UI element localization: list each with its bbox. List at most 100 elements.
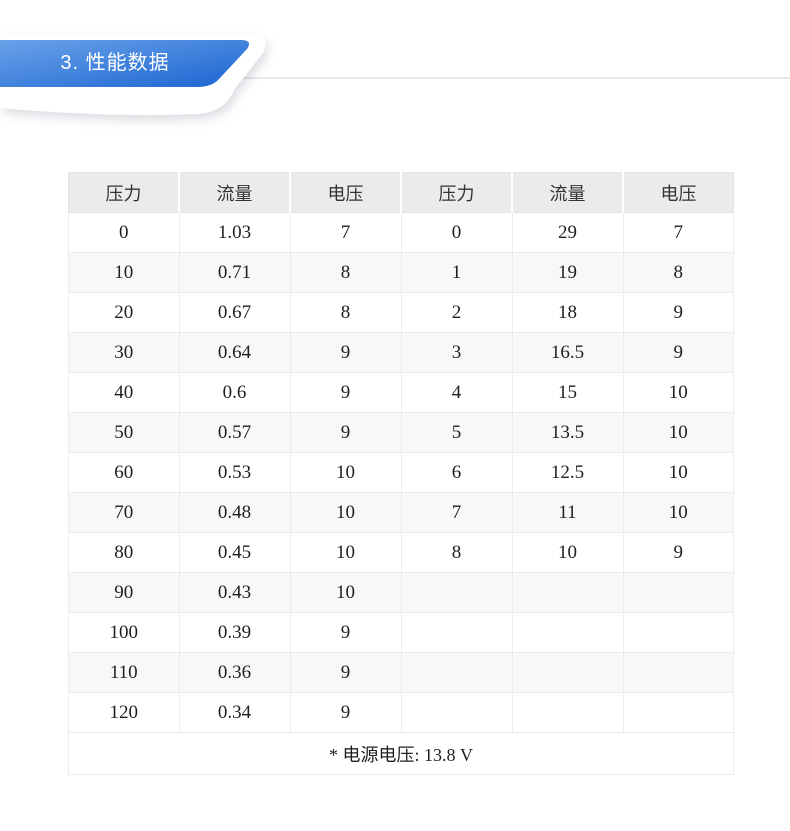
table-cell: 80 [68,532,180,573]
table-cell: 30 [68,332,180,373]
table-cell: 0 [68,212,180,253]
table-cell: 40 [68,372,180,413]
table-cell: 0.45 [178,532,291,573]
table-row: 0 1.03 7 0 29 7 [68,212,734,253]
table-cell: 10 [511,532,624,573]
table-cell [400,612,513,653]
banner-blue-ribbon [0,40,249,87]
table-footnote: * 电源电压: 13.8 V [68,732,734,775]
table-cell [622,572,734,613]
table-cell: 0.71 [178,252,291,293]
section-title: 3. 性能数据 [60,52,170,74]
table-cell: 9 [622,532,734,573]
table-row: 10 0.71 8 1 19 8 [68,252,734,293]
table-cell: 9 [289,692,402,733]
table-row: 110 0.36 9 [68,652,734,693]
table-cell: 12.5 [511,452,624,493]
table-cell [622,692,734,733]
table-cell: 0.57 [178,412,291,453]
table-cell: 11 [511,492,624,533]
table-cell: 16.5 [511,332,624,373]
table-cell: 7 [400,492,513,533]
table-cell: 70 [68,492,180,533]
table-cell: 0.64 [178,332,291,373]
col-header-flow-2: 流量 [511,172,624,213]
col-header-pressure-2: 压力 [400,172,513,213]
table-cell: 10 [289,452,402,493]
table-cell [511,572,624,613]
table-cell: 9 [622,292,734,333]
table-cell: 9 [289,612,402,653]
table-row: 40 0.6 9 4 15 10 [68,372,734,413]
table-cell: 15 [511,372,624,413]
table-cell: 10 [289,492,402,533]
table-cell: 1 [400,252,513,293]
table-cell [400,572,513,613]
table-cell: 120 [68,692,180,733]
table-cell [622,652,734,693]
table-row: 120 0.34 9 [68,692,734,733]
table-cell: 9 [289,652,402,693]
table-row: 70 0.48 10 7 11 10 [68,492,734,533]
table-footnote-row: * 电源电压: 13.8 V [68,732,734,775]
table-cell: 10 [622,452,734,493]
table-row: 100 0.39 9 [68,612,734,653]
col-header-voltage-1: 电压 [289,172,402,213]
col-header-flow-1: 流量 [178,172,291,213]
performance-table: 压力 流量 电压 压力 流量 电压 0 1.03 7 0 29 7 10 0.71 8 1 19 8 2… [68,172,734,775]
table-cell: 0.48 [178,492,291,533]
table-cell: 100 [68,612,180,653]
table-cell: 10 [622,492,734,533]
table-row: 80 0.45 10 8 10 9 [68,532,734,573]
table-cell: 90 [68,572,180,613]
table-cell: 8 [622,252,734,293]
table-cell: 9 [289,332,402,373]
table-cell: 0.34 [178,692,291,733]
table-cell: 10 [289,532,402,573]
header-divider-line [0,77,790,79]
table-row: 60 0.53 10 6 12.5 10 [68,452,734,493]
table-cell: 10 [622,412,734,453]
section-banner: 3. 性能数据 [0,0,320,140]
table-cell: 20 [68,292,180,333]
table-cell [511,692,624,733]
table-cell: 2 [400,292,513,333]
table-footer: * 电源电压: 13.8 V [68,732,734,775]
table-cell: 6 [400,452,513,493]
table-cell: 8 [289,252,402,293]
table-cell: 10 [622,372,734,413]
table-cell: 0.36 [178,652,291,693]
table-cell: 7 [622,212,734,253]
table-cell: 60 [68,452,180,493]
col-header-voltage-2: 电压 [622,172,734,213]
table-cell: 10 [289,572,402,613]
table-cell: 5 [400,412,513,453]
table-row: 90 0.43 10 [68,572,734,613]
table-cell: 3 [400,332,513,373]
table-body: 0 1.03 7 0 29 7 10 0.71 8 1 19 8 20 0.67 8 2 18 9 30 0.64 9 3… [68,212,734,733]
table-cell: 110 [68,652,180,693]
table-cell: 0 [400,212,513,253]
table-header: 压力 流量 电压 压力 流量 电压 [68,172,734,213]
table-cell: 8 [289,292,402,333]
table-cell [400,652,513,693]
table-cell [400,692,513,733]
banner-ribbon-graphic [0,35,266,116]
table-cell: 1.03 [178,212,291,253]
table-cell [511,652,624,693]
table-cell: 9 [622,332,734,373]
table-cell: 50 [68,412,180,453]
table-cell: 0.53 [178,452,291,493]
table-cell: 7 [289,212,402,253]
table-row: 50 0.57 9 5 13.5 10 [68,412,734,453]
table-row: 30 0.64 9 3 16.5 9 [68,332,734,373]
col-header-pressure-1: 压力 [68,172,180,213]
table-cell [622,612,734,653]
table-cell [511,612,624,653]
table-cell: 0.43 [178,572,291,613]
table-header-row: 压力 流量 电压 压力 流量 电压 [68,172,734,213]
table-cell: 18 [511,292,624,333]
table-cell: 4 [400,372,513,413]
table-cell: 10 [68,252,180,293]
table-cell: 9 [289,372,402,413]
